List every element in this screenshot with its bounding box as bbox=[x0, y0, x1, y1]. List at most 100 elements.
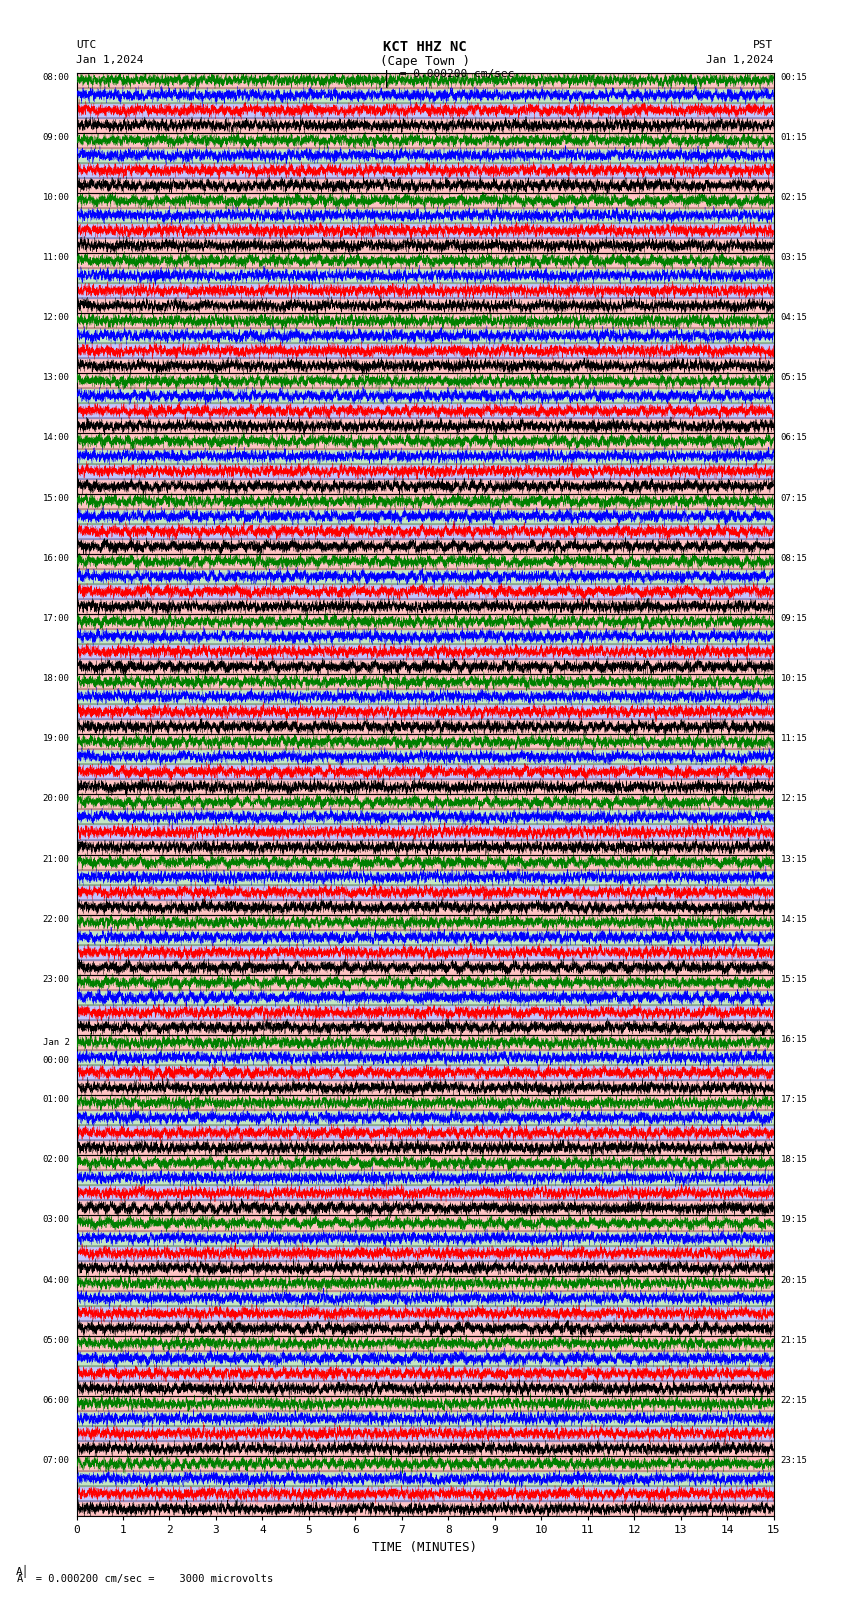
Bar bbox=[76, 448, 774, 463]
Bar bbox=[76, 1186, 774, 1200]
Bar bbox=[76, 1245, 774, 1261]
Bar bbox=[76, 223, 774, 239]
Bar bbox=[76, 839, 774, 855]
Bar bbox=[76, 929, 774, 945]
Bar bbox=[76, 824, 774, 839]
Text: 07:00: 07:00 bbox=[42, 1457, 70, 1465]
Bar bbox=[76, 1440, 774, 1457]
Bar bbox=[76, 569, 774, 584]
Text: 01:15: 01:15 bbox=[780, 132, 808, 142]
Text: 03:15: 03:15 bbox=[780, 253, 808, 261]
Text: A  = 0.000200 cm/sec =    3000 microvolts: A = 0.000200 cm/sec = 3000 microvolts bbox=[17, 1574, 273, 1584]
Text: 09:00: 09:00 bbox=[42, 132, 70, 142]
Bar bbox=[76, 463, 774, 479]
Bar bbox=[76, 148, 774, 163]
Bar bbox=[76, 1290, 774, 1305]
Bar bbox=[76, 1050, 774, 1065]
Text: 06:15: 06:15 bbox=[780, 434, 808, 442]
Text: Jan 2: Jan 2 bbox=[42, 1039, 70, 1047]
Bar bbox=[76, 779, 774, 794]
Text: Jan 1,2024: Jan 1,2024 bbox=[76, 55, 144, 65]
Bar bbox=[76, 900, 774, 915]
Bar bbox=[76, 177, 774, 194]
Bar bbox=[76, 313, 774, 327]
Bar bbox=[76, 719, 774, 734]
Text: 03:00: 03:00 bbox=[42, 1216, 70, 1224]
Bar bbox=[76, 253, 774, 268]
Text: 22:15: 22:15 bbox=[780, 1395, 808, 1405]
Bar bbox=[76, 1231, 774, 1245]
Bar bbox=[76, 1366, 774, 1381]
Bar bbox=[76, 765, 774, 779]
Text: 16:15: 16:15 bbox=[780, 1036, 808, 1044]
Bar bbox=[76, 1155, 774, 1171]
Bar bbox=[76, 508, 774, 524]
Bar bbox=[76, 553, 774, 569]
Bar bbox=[76, 629, 774, 644]
Text: 09:15: 09:15 bbox=[780, 615, 808, 623]
Text: 15:15: 15:15 bbox=[780, 974, 808, 984]
X-axis label: TIME (MINUTES): TIME (MINUTES) bbox=[372, 1540, 478, 1553]
Text: UTC: UTC bbox=[76, 40, 97, 50]
Bar bbox=[76, 284, 774, 298]
Text: 08:15: 08:15 bbox=[780, 553, 808, 563]
Bar bbox=[76, 674, 774, 689]
Text: 21:15: 21:15 bbox=[780, 1336, 808, 1345]
Text: 02:00: 02:00 bbox=[42, 1155, 70, 1165]
Text: 00:00: 00:00 bbox=[42, 1057, 70, 1065]
Text: 10:15: 10:15 bbox=[780, 674, 808, 682]
Bar bbox=[76, 615, 774, 629]
Bar bbox=[76, 1019, 774, 1036]
Text: 19:00: 19:00 bbox=[42, 734, 70, 744]
Text: 20:00: 20:00 bbox=[42, 794, 70, 803]
Bar bbox=[76, 974, 774, 990]
Text: 02:15: 02:15 bbox=[780, 194, 808, 202]
Bar bbox=[76, 1200, 774, 1216]
Bar bbox=[76, 132, 774, 148]
Text: 17:00: 17:00 bbox=[42, 615, 70, 623]
Bar bbox=[76, 268, 774, 284]
Bar bbox=[76, 1261, 774, 1276]
Bar bbox=[76, 87, 774, 103]
Bar bbox=[76, 373, 774, 389]
Bar bbox=[76, 524, 774, 539]
Bar bbox=[76, 734, 774, 750]
Text: 23:00: 23:00 bbox=[42, 974, 70, 984]
Bar bbox=[76, 403, 774, 418]
Bar bbox=[76, 584, 774, 598]
Text: KCT HHZ NC: KCT HHZ NC bbox=[383, 40, 467, 55]
Bar bbox=[76, 194, 774, 208]
Text: 04:15: 04:15 bbox=[780, 313, 808, 323]
Bar bbox=[76, 1305, 774, 1321]
Bar bbox=[76, 118, 774, 132]
Bar bbox=[76, 660, 774, 674]
Bar bbox=[76, 795, 774, 810]
Text: 11:00: 11:00 bbox=[42, 253, 70, 261]
Text: 13:00: 13:00 bbox=[42, 373, 70, 382]
Bar bbox=[76, 750, 774, 765]
Bar bbox=[76, 990, 774, 1005]
Text: 14:15: 14:15 bbox=[780, 915, 808, 924]
Text: 12:15: 12:15 bbox=[780, 794, 808, 803]
Text: 12:00: 12:00 bbox=[42, 313, 70, 323]
Bar bbox=[76, 1276, 774, 1290]
Bar bbox=[76, 1426, 774, 1440]
Text: (Cape Town ): (Cape Town ) bbox=[380, 55, 470, 68]
Text: 18:00: 18:00 bbox=[42, 674, 70, 682]
Bar bbox=[76, 705, 774, 719]
Bar bbox=[76, 884, 774, 900]
Text: 11:15: 11:15 bbox=[780, 734, 808, 744]
Bar bbox=[76, 1395, 774, 1411]
Bar bbox=[76, 689, 774, 705]
Text: 15:00: 15:00 bbox=[42, 494, 70, 503]
Bar bbox=[76, 1336, 774, 1350]
Text: = 0.000200 cm/sec: = 0.000200 cm/sec bbox=[393, 69, 514, 79]
Bar bbox=[76, 434, 774, 448]
Text: 20:15: 20:15 bbox=[780, 1276, 808, 1284]
Bar bbox=[76, 344, 774, 358]
Bar bbox=[76, 327, 774, 344]
Text: 00:15: 00:15 bbox=[780, 73, 808, 82]
Text: 13:15: 13:15 bbox=[780, 855, 808, 863]
Bar bbox=[76, 479, 774, 494]
Bar bbox=[76, 1005, 774, 1019]
